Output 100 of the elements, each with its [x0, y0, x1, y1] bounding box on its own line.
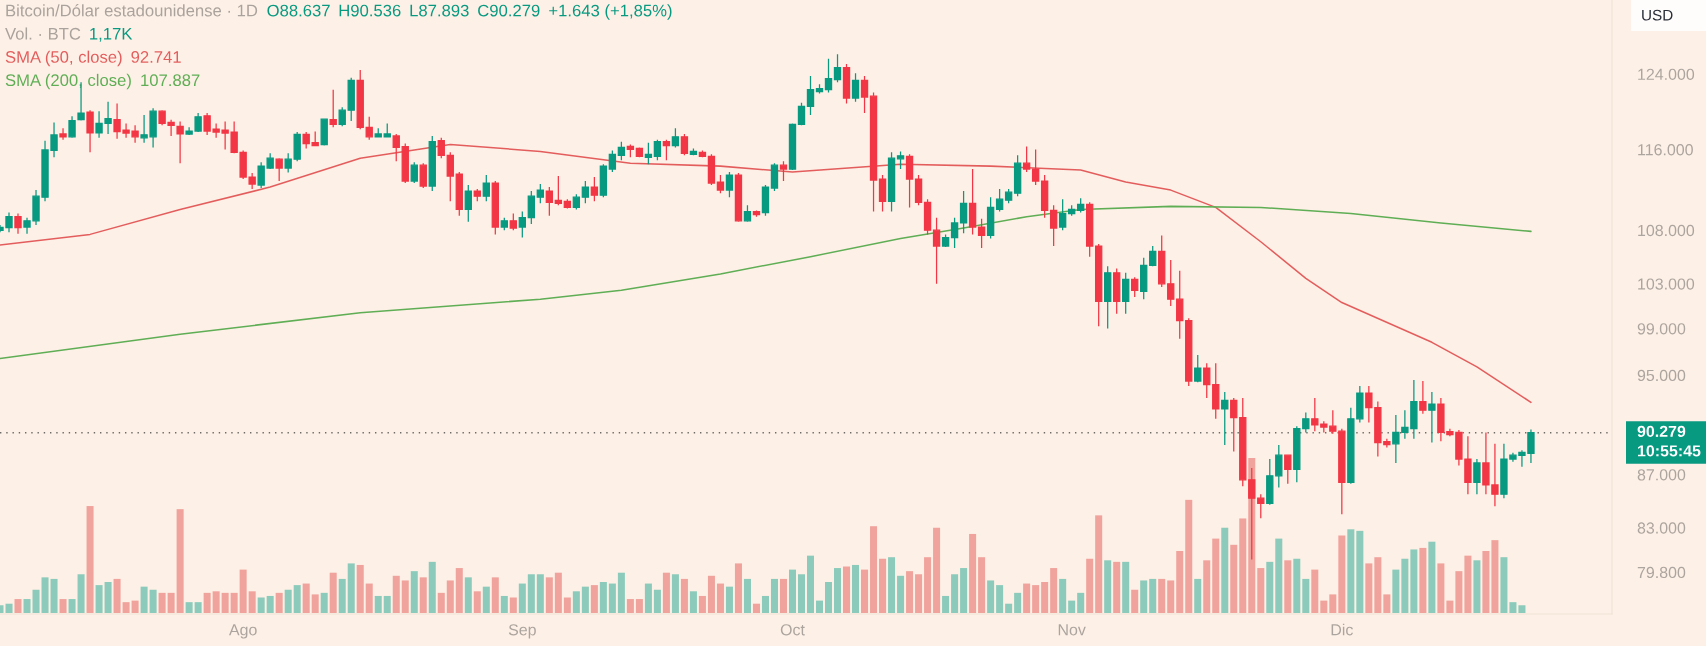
chart-title: Bitcoin/Dólar estadounidense · 1D [6, 4, 258, 17]
y-tick-label: 95.000 [1637, 369, 1686, 382]
annotation: 92.741 [131, 51, 181, 63]
bar [1194, 578, 1202, 613]
bar [1257, 568, 1265, 613]
candlestick [887, 151, 896, 213]
candlestick [1085, 201, 1094, 258]
bar [14, 599, 22, 613]
candlestick [860, 75, 869, 114]
bar [879, 558, 887, 613]
candlestick [545, 186, 554, 217]
bar [626, 599, 634, 613]
annotation: O88.637 [267, 4, 330, 17]
candlestick [896, 150, 905, 170]
bar [86, 506, 94, 613]
bar [1392, 569, 1400, 613]
bar [1365, 563, 1373, 613]
bar [500, 595, 508, 613]
bar [374, 595, 382, 613]
bar [870, 526, 878, 613]
bar [915, 574, 923, 613]
candlestick [743, 204, 752, 223]
candlestick [626, 143, 635, 158]
candlestick [851, 72, 860, 103]
bar [194, 602, 202, 613]
bar [563, 597, 571, 613]
bar [1491, 540, 1499, 613]
candlestick [680, 133, 689, 156]
bar [464, 577, 472, 613]
bar [1428, 541, 1436, 613]
candlestick [1149, 245, 1157, 267]
candlestick [923, 198, 932, 236]
bar [1077, 592, 1085, 613]
bar [338, 578, 346, 613]
bar [1059, 578, 1067, 613]
candlestick [1167, 259, 1175, 307]
candlestick [1158, 234, 1166, 288]
y-tick-label: 87.000 [1637, 469, 1686, 481]
candlestick [374, 127, 382, 138]
annotation: H90.536 [339, 4, 401, 17]
candlestick [14, 212, 22, 235]
bar [302, 583, 310, 613]
bar [221, 592, 229, 613]
bar [960, 568, 968, 613]
bar [1383, 594, 1391, 613]
bar [1131, 589, 1139, 613]
bar [185, 602, 193, 613]
bar [572, 591, 580, 613]
bar [852, 564, 860, 613]
bar [1482, 551, 1490, 613]
candlestick [1230, 397, 1238, 453]
annotation: C90.279 [478, 4, 540, 17]
annotation: L87.893 [410, 4, 469, 17]
candlestick [842, 63, 851, 105]
y-tick-label: 124.000 [1638, 68, 1695, 81]
candlestick [68, 115, 76, 139]
bar [23, 599, 31, 613]
line-series [0, 205, 1532, 360]
bar [834, 568, 842, 613]
bar [545, 577, 553, 613]
bar [275, 592, 283, 613]
candlestick [464, 184, 472, 223]
candlestick [770, 162, 779, 192]
candlestick [716, 174, 725, 194]
bar [797, 574, 806, 613]
bar [1122, 561, 1130, 613]
candlestick [1194, 354, 1202, 383]
bar [752, 603, 760, 613]
bar [1509, 602, 1517, 613]
y-tick-label: 116.000 [1638, 144, 1693, 156]
candlestick [734, 172, 743, 223]
x-tick-label: Oct [780, 624, 805, 636]
text: 10:55:45 [1638, 445, 1701, 457]
candlestick [527, 190, 536, 225]
bar [509, 597, 517, 613]
bar [698, 595, 706, 613]
bar [581, 586, 589, 613]
bar [1518, 605, 1526, 613]
bar [1275, 538, 1283, 613]
bar [1068, 600, 1076, 613]
bar [1374, 557, 1382, 613]
candlestick [1419, 380, 1427, 415]
candlestick [383, 122, 391, 138]
bar [1347, 529, 1355, 613]
bar [68, 599, 76, 613]
candlestick [1176, 270, 1184, 340]
bar [167, 592, 175, 613]
bar [491, 577, 499, 613]
candlestick [1031, 148, 1040, 186]
bar [969, 533, 977, 613]
candlestick [725, 171, 734, 198]
candlestick [878, 174, 887, 213]
bar [806, 555, 815, 613]
bar [1239, 518, 1247, 613]
bar [1266, 561, 1274, 613]
bar [716, 583, 724, 613]
candlestick [788, 122, 797, 171]
candlestick [869, 91, 878, 213]
candlestick [365, 116, 373, 141]
candlestick [419, 162, 427, 189]
